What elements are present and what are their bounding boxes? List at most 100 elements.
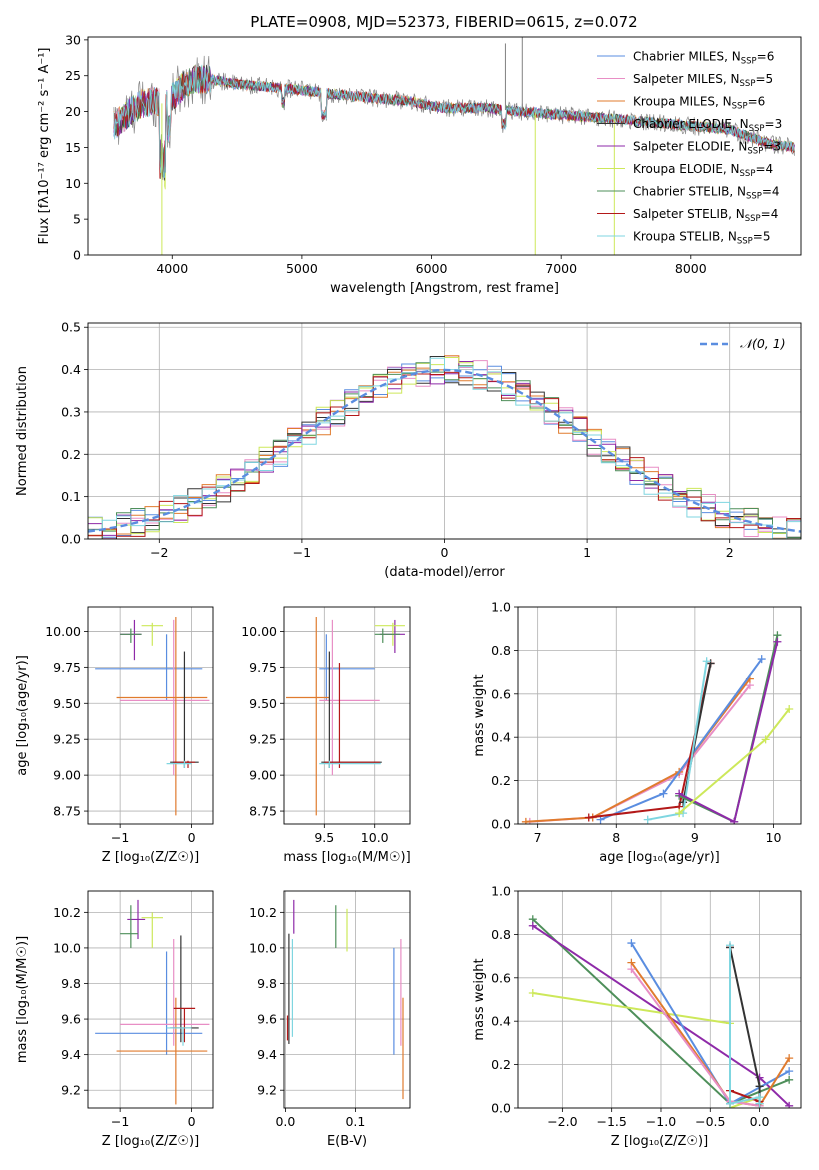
legend-entry: Salpeter MILES, NSSP=5 (633, 72, 773, 89)
plot-area (88, 355, 801, 539)
y-axis-label: Normed distribution (15, 366, 30, 496)
x-tick-label: 9.5 (314, 830, 334, 845)
plus-marker (584, 813, 593, 822)
y-tick-label: 1.0 (491, 884, 511, 899)
y-tick-label: 9.00 (249, 768, 277, 783)
x-axis-label: E(B-V) (327, 1134, 367, 1149)
y-tick-label: 9.00 (53, 768, 81, 783)
legend-label: Chabrier STELIB, N (633, 185, 746, 199)
x-tick-label: 10.0 (361, 830, 389, 845)
y-tick-label: 10.2 (53, 905, 81, 920)
y-tick-label: 0.0 (491, 817, 511, 832)
legend-suffix: =3 (765, 117, 783, 131)
plus-marker (528, 988, 537, 997)
legend-entry: Chabrier STELIB, NSSP=4 (633, 185, 780, 202)
normal-curve (88, 368, 801, 533)
y-tick-label: 10.0 (249, 940, 277, 955)
y-tick-label: 0.2 (491, 1057, 511, 1072)
y-tick-label: 0.4 (61, 362, 81, 377)
y-tick-label: 0.5 (61, 320, 81, 335)
legend-suffix: =6 (757, 50, 775, 64)
series-salpeter-stelib (588, 663, 712, 819)
legend-label: Salpeter STELIB, N (633, 207, 745, 221)
legend-label: Chabrier MILES, N (633, 50, 741, 64)
plot-area (528, 915, 794, 1108)
x-axis-label: Z [log₁₀(Z/Z☉)] (102, 1134, 199, 1149)
plus-marker (675, 809, 684, 818)
x-tick-label: 6000 (416, 261, 448, 276)
plus-marker (675, 789, 684, 798)
legend-label: 𝒩(0, 1) (740, 336, 786, 351)
y-tick-label: 9.6 (257, 1012, 277, 1027)
y-axis-label: mass weight (472, 958, 487, 1040)
y-tick-label: 9.75 (53, 660, 81, 675)
y-tick-label: 20 (65, 104, 81, 119)
y-tick-label: 9.50 (249, 696, 277, 711)
chart-title: PLATE=0908, MJD=52373, FIBERID=0615, z=0… (250, 13, 637, 31)
x-axis-label: mass [log₁₀(M/M☉)] (283, 850, 410, 865)
plus-marker (627, 965, 636, 974)
x-tick-label: 10 (766, 830, 782, 845)
axes-frame (517, 890, 802, 1109)
x-tick-label: 1 (583, 545, 591, 560)
axes-frame (87, 36, 802, 256)
plus-marker (627, 939, 636, 948)
y-tick-label: 0.1 (61, 489, 81, 504)
plus-marker (785, 1067, 794, 1076)
plus-marker (785, 1054, 794, 1063)
plot-area (521, 631, 794, 824)
x-tick-label: 4000 (156, 261, 188, 276)
x-tick-label: 0 (441, 545, 449, 560)
y-tick-label: 8.75 (53, 804, 81, 819)
y-tick-label: 15 (65, 140, 81, 155)
axes-frame (87, 606, 214, 825)
x-tick-label: 7 (534, 830, 542, 845)
legend-entry: Salpeter STELIB, NSSP=4 (633, 207, 778, 224)
plus-marker (773, 637, 782, 646)
x-tick-label: −1 (111, 1114, 129, 1129)
x-tick-label: −0.5 (695, 1114, 725, 1129)
x-tick-label: 2 (726, 545, 734, 560)
series-kroupa-elodie (532, 992, 760, 1108)
plus-marker (726, 1099, 735, 1108)
x-tick-label: 0.0 (275, 1114, 295, 1129)
spectrum-kroupa-stelib (113, 64, 795, 179)
plus-marker (659, 789, 668, 798)
plot-area (95, 899, 210, 1105)
y-tick-label: 9.2 (61, 1083, 81, 1098)
x-tick-label: −2 (150, 545, 168, 560)
x-tick-label: −1 (293, 545, 311, 560)
y-tick-label: 25 (65, 68, 81, 83)
y-tick-label: 9.6 (61, 1012, 81, 1027)
chart-mass-vs-Z: −1 0 9.2 9.4 9.6 9.8 10.0 10.2 Z [log₁₀(Z/Z☉)] ma… (15, 890, 214, 1149)
plus-marker (757, 655, 766, 664)
legend-subscript: SSP (745, 214, 761, 224)
y-tick-label: 9.25 (53, 732, 81, 747)
x-tick-label: 7000 (545, 261, 577, 276)
plus-marker (785, 704, 794, 713)
plus-marker (785, 1101, 794, 1108)
histogram-kroupa-stelib (88, 357, 801, 539)
y-axis-label: mass [log₁₀(M/M☉)] (15, 936, 30, 1063)
x-axis-label: wavelength [Angstrom, rest frame] (330, 281, 559, 296)
legend-subscript: SSP (747, 147, 763, 157)
legend-entry: Chabrier ELODIE, NSSP=3 (633, 117, 782, 134)
series-chabrier-elodie (729, 947, 761, 1104)
legend-label: Salpeter MILES, N (633, 72, 740, 86)
axes-frame (283, 606, 411, 825)
legend-label: Salpeter ELODIE, N (633, 140, 747, 154)
x-tick-label: 0 (188, 830, 196, 845)
y-tick-label: 10.00 (45, 624, 81, 639)
legend-entry: Kroupa MILES, NSSP=6 (633, 95, 765, 112)
plot-area (113, 37, 795, 255)
y-tick-label: 0.4 (491, 1014, 511, 1029)
series-chabrier-stelib (678, 634, 779, 823)
x-tick-label: −1.5 (596, 1114, 626, 1129)
legend-suffix: =5 (755, 72, 773, 86)
y-tick-label: 0 (73, 248, 81, 263)
y-tick-label: 0.8 (491, 927, 511, 942)
chart-residuals: −2 −1 0 1 2 0.0 0.1 0.2 0.3 0.4 0.5 (data-model)/er… (15, 320, 802, 580)
y-tick-label: 0.0 (61, 532, 81, 547)
plus-marker (761, 735, 770, 744)
